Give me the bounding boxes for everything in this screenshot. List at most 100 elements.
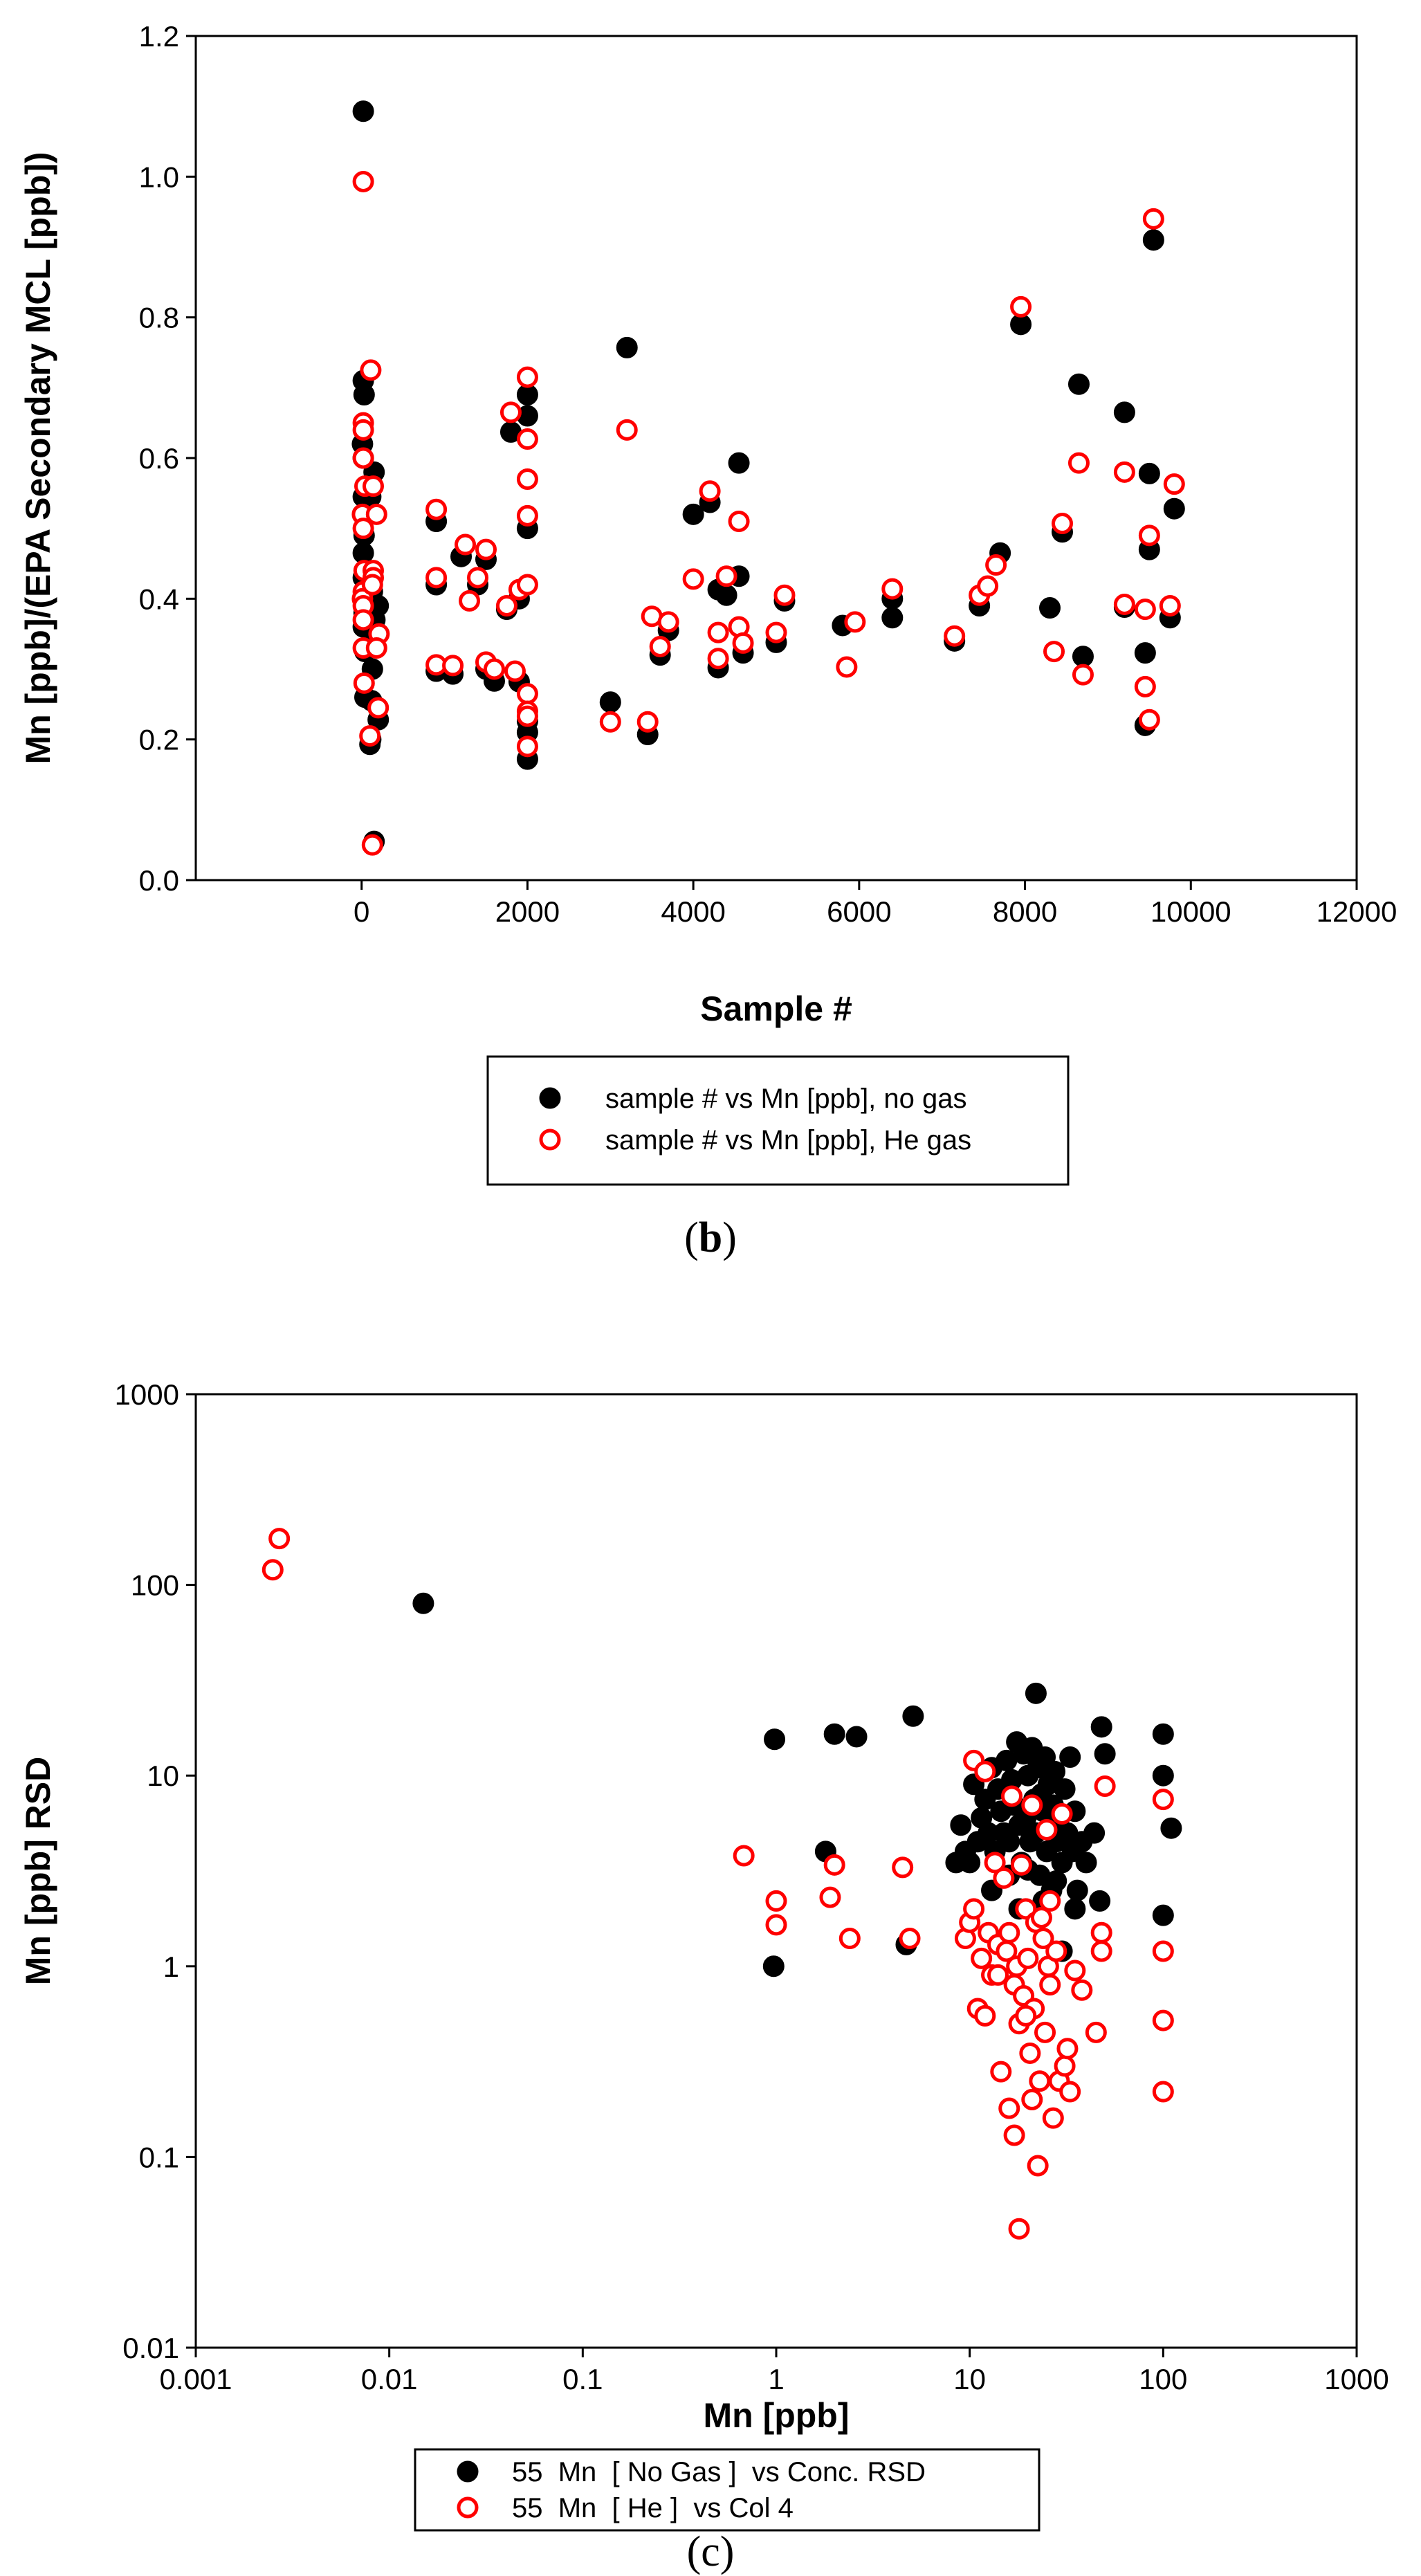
panel-b-point-he-gas [352, 518, 374, 540]
panel-c-point-he-gas [998, 2097, 1020, 2119]
panel-b-legend-marker-no-gas [539, 1087, 561, 1109]
panel-c-point-he-gas [819, 1886, 841, 1908]
panel-c-point-he-gas [1056, 2038, 1079, 2060]
panel-c-point-he-gas [1032, 1928, 1054, 1950]
panel-b-point-he-gas [352, 170, 374, 192]
panel-c-point-he-gas [1064, 1960, 1086, 1982]
panel-b-point-he-gas [599, 711, 621, 733]
panel-b-y-tick-label: 1.0 [139, 161, 179, 193]
panel-b-point-he-gas [765, 621, 787, 643]
panel-c-point-no-gas [845, 1726, 868, 1748]
panel-c-point-he-gas [1010, 1854, 1032, 1876]
panel-c-point-he-gas [987, 1964, 1009, 1986]
panel-c-point-no-gas [1152, 1723, 1174, 1745]
panel-c-point-no-gas [823, 1723, 845, 1745]
panel-c-point-he-gas [1027, 2155, 1049, 2177]
panel-b-point-he-gas [1138, 709, 1160, 731]
panel-c-point-he-gas [984, 1852, 1006, 1874]
panel-b-point-he-gas [1113, 461, 1135, 483]
panel-b-y-tick-label: 1.2 [139, 20, 179, 53]
panel-b-point-no-gas [881, 607, 904, 629]
panel-c-legend-label-he: 55 Mn [ He ] vs Col 4 [512, 2493, 794, 2523]
panel-b-x-tick-label: 2000 [495, 895, 560, 928]
panel-c-x-tick-label: 0.001 [159, 2363, 232, 2395]
panel-b-point-he-gas [881, 578, 904, 600]
panel-b-y-tick-label: 0.8 [139, 302, 179, 334]
panel-b-point-he-gas [353, 672, 375, 694]
panel-b-point-he-gas [1052, 513, 1074, 535]
panel-b-point-he-gas [455, 533, 477, 556]
panel-c-x-axis-title: Mn [ppb] [703, 2396, 849, 2435]
panel-c-point-no-gas [1066, 1879, 1088, 1901]
panel-c-point-no-gas [762, 1955, 785, 1977]
panel-c-x-tick-label: 0.1 [562, 2363, 603, 2395]
panel-c-y-tick-label: 0.01 [122, 2332, 179, 2364]
panel-b-point-he-gas [365, 637, 387, 659]
panel-c-y-tick-label: 100 [131, 1569, 179, 1602]
panel-b-point-he-gas [516, 574, 538, 596]
panel-c-x-tick-label: 0.01 [361, 2363, 418, 2395]
panel-b-point-he-gas [516, 705, 538, 727]
panel-c-x-tick-label: 10 [953, 2363, 986, 2395]
panel-b-point-he-gas [361, 834, 383, 856]
panel-c-point-no-gas [1089, 1890, 1111, 1912]
panel-c-point-he-gas [1030, 1906, 1052, 1928]
panel-c-point-he-gas [1000, 1785, 1023, 1807]
panel-b-legend-marker-he-gas [539, 1129, 561, 1151]
panel-c-point-no-gas [1064, 1898, 1086, 1920]
panel-c-legend-marker-he [457, 2496, 479, 2519]
panel-c-point-he-gas [1090, 1940, 1112, 1962]
panel-b-y-tick-label: 0.2 [139, 724, 179, 756]
panel-c-point-he-gas [1019, 2042, 1041, 2064]
panel-c-plot-frame [194, 1393, 1358, 2349]
panel-b-point-he-gas [616, 419, 638, 441]
panel-b-point-he-gas [516, 736, 538, 758]
panel-b-point-he-gas [425, 498, 448, 520]
panel-b-point-he-gas [467, 567, 489, 589]
panel-c-point-he-gas [1036, 1818, 1058, 1840]
panel-b-point-he-gas [352, 609, 374, 631]
panel-b-point-he-gas [728, 511, 750, 532]
panel-c-point-no-gas [1075, 1852, 1097, 1874]
panel-b-point-he-gas [707, 621, 729, 643]
panel-b-ticks: 0 2000 4000 6000 8000 10000 12000 0.0 0.2 0.4 0.6 0… [139, 20, 1397, 928]
panel-c-point-no-gas [1090, 1716, 1112, 1738]
panel-c-y-tick-label: 10 [147, 1760, 179, 1792]
panel-b-point-he-gas [773, 584, 796, 606]
panel-c-point-he-gas [963, 1898, 985, 1920]
panel-c-y-axis-title: Mn [ppb] RSD [19, 1757, 57, 1985]
panel-b-point-he-gas [732, 632, 754, 654]
panel-b-scatter-chart: 0 2000 4000 6000 8000 10000 12000 0.0 0.2 0.4 0.6 0… [19, 20, 1397, 1261]
panel-b-point-no-gas [599, 691, 621, 713]
panel-b-point-he-gas [360, 359, 382, 381]
panel-c-point-he-gas [971, 1947, 993, 1969]
panel-b-point-no-gas [1134, 642, 1156, 664]
panel-b-point-he-gas [516, 428, 538, 450]
panel-b-point-he-gas [985, 554, 1007, 576]
panel-c-point-he-gas [765, 1890, 787, 1912]
panel-c-point-no-gas [959, 1852, 981, 1874]
panel-c-point-he-gas [1008, 2218, 1030, 2240]
panel-c-point-he-gas [1045, 1940, 1067, 1962]
panel-b-x-tick-label: 12000 [1317, 895, 1397, 928]
panel-b-point-he-gas [699, 480, 721, 502]
panel-c-point-no-gas [412, 1592, 434, 1614]
panel-b-point-he-gas [1159, 595, 1181, 616]
panel-b-legend: sample # vs Mn [ppb], no gas sample # vs… [486, 1055, 1070, 1186]
panel-c-point-no-gas [1045, 1870, 1067, 1892]
panel-c-point-no-gas [1083, 1822, 1106, 1844]
panel-c-point-he-gas [1021, 2088, 1043, 2110]
panel-b-point-he-gas [425, 567, 448, 589]
panel-c-point-he-gas [1015, 2004, 1037, 2027]
panel-b-x-tick-label: 8000 [993, 895, 1057, 928]
panel-b-point-he-gas [977, 575, 999, 597]
panel-b-point-he-gas [707, 648, 729, 670]
panel-c-point-he-gas [990, 2061, 1012, 2083]
panel-b-point-he-gas [1134, 675, 1156, 697]
panel-b-point-he-gas [352, 447, 374, 469]
panel-c-point-he-gas [1085, 2021, 1107, 2043]
panel-b-point-he-gas [459, 590, 481, 612]
panel-b-point-no-gas [682, 503, 704, 525]
panel-c-point-he-gas [1003, 2124, 1025, 2146]
